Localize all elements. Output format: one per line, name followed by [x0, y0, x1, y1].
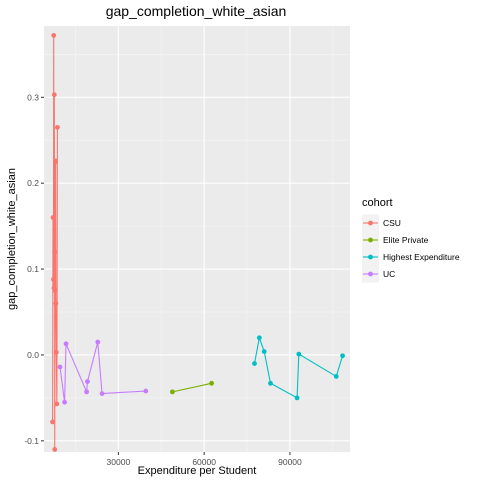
y-tick-label: -0.1 — [24, 436, 39, 446]
data-point-csu — [51, 92, 57, 98]
legend-key-point-csu — [368, 220, 373, 226]
data-point-uc — [95, 339, 101, 345]
chart-title: gap_completion_white_asian — [106, 3, 287, 19]
y-axis-label: gap_completion_white_asian — [6, 168, 18, 310]
legend-title: cohort — [362, 197, 393, 209]
legend-label-csu: CSU — [383, 218, 401, 228]
data-point-uc — [85, 379, 90, 384]
legend: cohort CSU Elite Private Highest Expenditu… — [362, 197, 460, 283]
data-point-highest-expenditure — [340, 353, 345, 359]
major-gridlines — [44, 26, 350, 452]
data-point-highest-expenditure — [294, 395, 300, 401]
series-line-highest-expenditure — [253, 335, 344, 399]
data-point-csu — [53, 301, 59, 306]
data-point-csu — [51, 33, 57, 38]
data-point-elite-private — [209, 380, 214, 386]
y-tick-label: 0.0 — [27, 350, 39, 360]
data-point-csu — [53, 159, 58, 165]
legend-label-highest-expenditure: Highest Expenditure — [383, 252, 460, 262]
series-points — [50, 33, 345, 452]
data-point-csu — [50, 419, 55, 425]
legend-key-point-uc — [368, 271, 373, 277]
data-point-highest-expenditure — [252, 361, 257, 366]
data-point-csu — [52, 447, 58, 452]
data-point-uc — [143, 388, 149, 394]
data-point-elite-private — [170, 389, 175, 395]
x-tick-label: 90000 — [278, 457, 302, 467]
data-point-csu — [51, 276, 56, 282]
y-tick-label: 0.3 — [27, 92, 39, 102]
data-point-csu — [50, 215, 56, 220]
legend-item-highest-expenditure: Highest Expenditure — [362, 248, 460, 266]
y-axis: -0.1 0.0 0.1 0.2 0.3 — [24, 92, 44, 446]
data-point-highest-expenditure — [268, 380, 273, 386]
data-point-highest-expenditure — [296, 351, 302, 357]
x-axis: 30000 60000 90000 — [107, 452, 302, 467]
data-point-uc — [84, 389, 90, 395]
data-point-uc — [57, 364, 63, 370]
data-point-csu — [53, 349, 59, 355]
legend-item-csu: CSU — [362, 214, 401, 232]
x-tick-label: 60000 — [192, 457, 216, 467]
legend-label-uc: UC — [383, 269, 395, 279]
legend-item-elite-private: Elite Private — [362, 231, 429, 249]
x-axis-label: Expenditure per Student — [138, 465, 257, 477]
y-tick-label: 0.1 — [27, 264, 39, 274]
data-point-csu — [52, 249, 57, 255]
legend-key-point-elite-private — [368, 237, 373, 243]
data-point-csu — [54, 401, 60, 407]
y-tick-label: 0.2 — [27, 178, 39, 188]
plot-panel — [44, 26, 350, 452]
legend-items: CSU Elite Private Highest Expenditure UC — [362, 214, 460, 283]
data-point-highest-expenditure — [256, 335, 262, 341]
legend-label-elite-private: Elite Private — [383, 235, 429, 245]
series-line-uc — [59, 341, 146, 403]
data-point-highest-expenditure — [261, 349, 267, 354]
data-point-uc — [99, 391, 105, 396]
data-point-csu — [52, 288, 58, 293]
data-point-highest-expenditure — [333, 374, 339, 379]
series-line-elite-private — [172, 382, 212, 393]
legend-key-point-highest-expenditure — [368, 254, 373, 260]
data-point-uc — [63, 341, 69, 347]
x-tick-label: 30000 — [107, 457, 131, 467]
data-point-uc — [62, 399, 67, 405]
legend-item-uc: UC — [362, 265, 395, 283]
data-point-csu — [55, 124, 60, 130]
